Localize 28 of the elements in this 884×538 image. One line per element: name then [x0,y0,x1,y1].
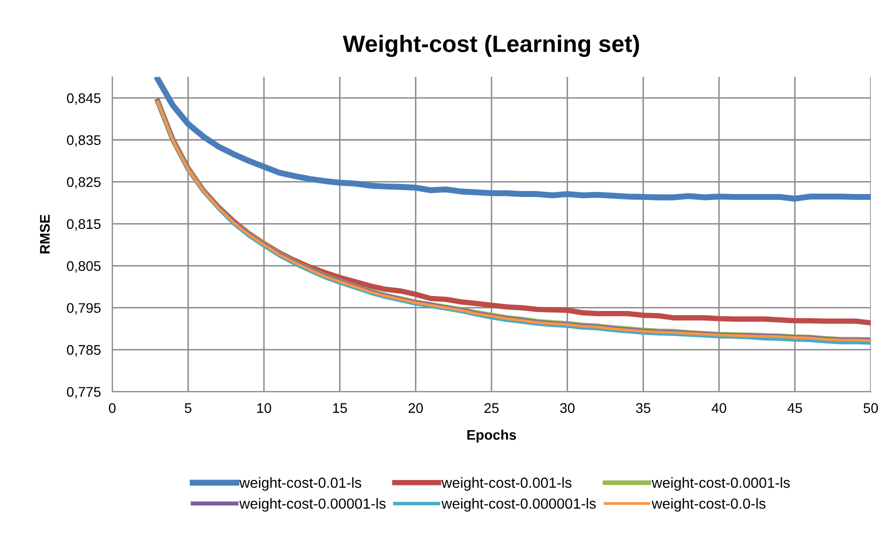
legend-label: weight-cost-0.0001-ls [652,477,790,491]
y-tick-label: 0,835 [66,135,101,147]
x-tick-label: 20 [408,403,423,413]
x-tick-label: 5 [184,403,192,413]
y-tick-label: 0,785 [66,345,101,357]
y-tick-label: 0,805 [66,261,101,273]
legend-label: weight-cost-0.001-ls [441,477,572,491]
chart-title: Weight-cost (Learning set) [342,34,640,57]
legend-label: weight-cost-0.0-ls [652,498,766,512]
legend-label: weight-cost-0.01-ls [239,477,362,491]
legend-label: weight-cost-0.00001-ls [239,498,386,512]
x-tick-label: 45 [787,403,802,413]
y-axis-title: RMSE [40,214,50,254]
x-axis-title: Epochs [467,430,516,443]
x-tick-label: 0 [108,403,116,413]
x-tick-label: 50 [864,403,878,413]
y-tick-label: 0,845 [66,93,101,105]
y-tick-label: 0,775 [66,387,101,398]
x-tick-label: 30 [560,403,575,413]
y-tick-label: 0,815 [66,219,101,231]
y-tick-label: 0,795 [66,303,101,315]
x-tick-label: 10 [257,403,272,413]
x-tick-label: 40 [712,403,726,413]
x-tick-label: 15 [333,403,347,413]
x-tick-label: 25 [484,403,499,413]
legend-label: weight-cost-0.000001-ls [441,498,596,512]
y-tick-label: 0,825 [66,177,101,189]
x-tick-label: 35 [636,403,650,413]
